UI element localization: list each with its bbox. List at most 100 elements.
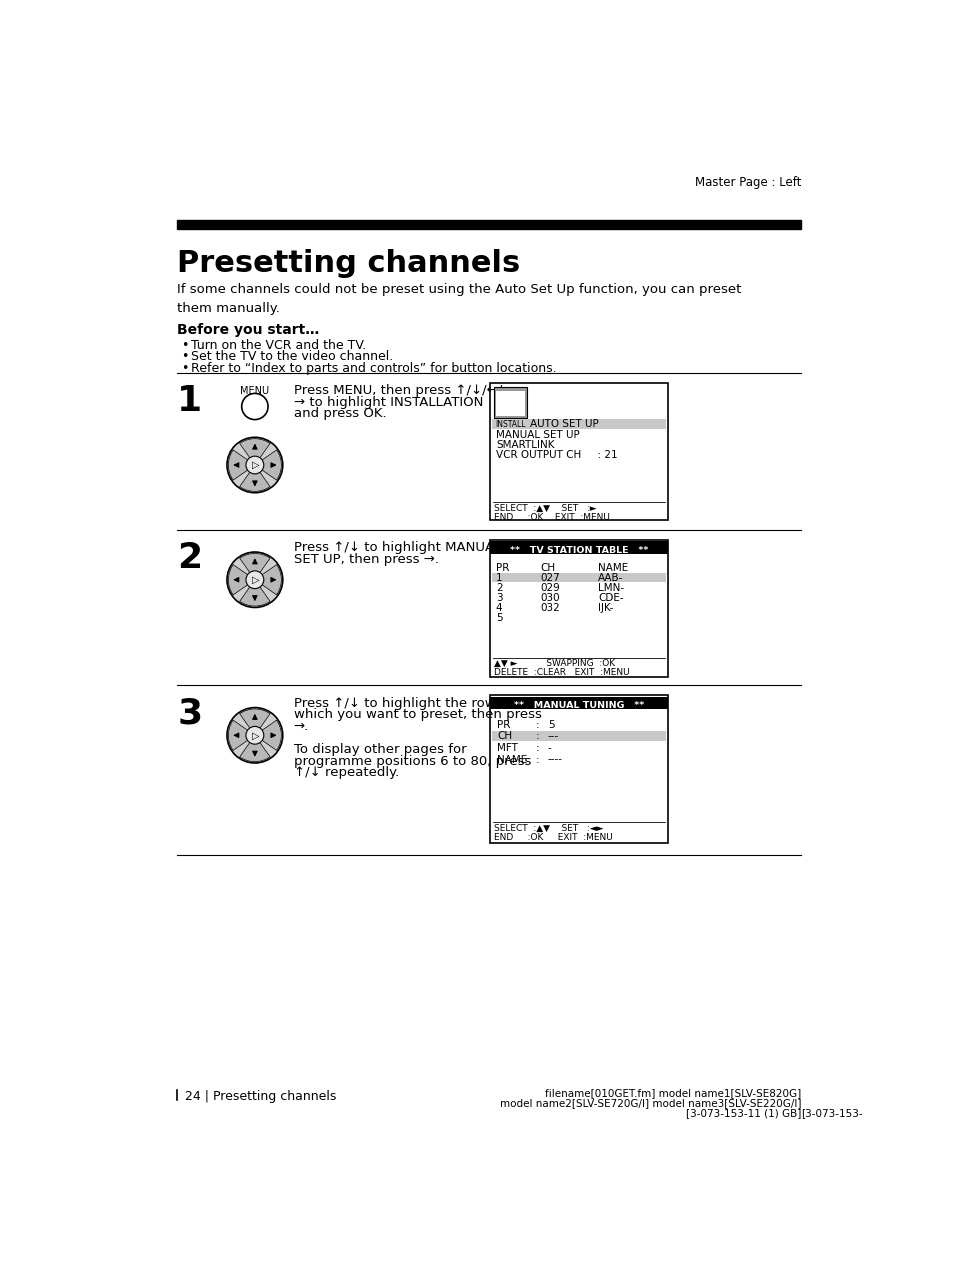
Wedge shape xyxy=(239,735,270,762)
Bar xyxy=(492,732,665,742)
Text: To display other pages for: To display other pages for xyxy=(294,743,466,756)
Circle shape xyxy=(241,394,268,419)
Text: SELECT  :▲▼    SET   :►: SELECT :▲▼ SET :► xyxy=(494,503,597,513)
Text: 3: 3 xyxy=(496,593,502,603)
Text: 24 | Presetting channels: 24 | Presetting channels xyxy=(185,1090,336,1104)
Wedge shape xyxy=(239,579,270,606)
Text: PR: PR xyxy=(497,720,510,730)
Text: SELECT  :▲▼    SET   :◄►: SELECT :▲▼ SET :◄► xyxy=(494,824,603,833)
Circle shape xyxy=(246,456,264,474)
Text: 030: 030 xyxy=(539,593,559,603)
Bar xyxy=(489,382,667,519)
Text: PR: PR xyxy=(496,563,509,573)
Text: model name2[SLV-SE720G/I] model name3[SLV-SE220G/I]: model name2[SLV-SE720G/I] model name3[SL… xyxy=(499,1099,801,1107)
Wedge shape xyxy=(228,450,254,480)
Text: Presetting channels: Presetting channels xyxy=(177,249,520,278)
Text: [3-073-153-11 (1) GB]: [3-073-153-11 (1) GB] xyxy=(685,1107,801,1118)
Text: [3-073-153-: [3-073-153- xyxy=(801,1107,862,1118)
Text: NAME: NAME xyxy=(598,563,628,573)
Text: CDE-: CDE- xyxy=(598,593,623,603)
Text: 5: 5 xyxy=(547,720,554,730)
Text: INSTALL: INSTALL xyxy=(495,419,525,428)
Wedge shape xyxy=(239,438,270,465)
Bar xyxy=(492,573,665,582)
Text: ↑/↓ repeatedly.: ↑/↓ repeatedly. xyxy=(294,766,398,779)
Text: END     :OK    EXIT  :MENU: END :OK EXIT :MENU xyxy=(494,513,610,522)
Text: MFT: MFT xyxy=(497,743,517,753)
Text: 2: 2 xyxy=(496,583,502,593)
Wedge shape xyxy=(228,565,254,594)
Text: 3: 3 xyxy=(177,697,202,730)
Text: ▷: ▷ xyxy=(252,730,259,740)
Text: MANUAL SET UP: MANUAL SET UP xyxy=(496,429,579,439)
Text: If some channels could not be preset using the Auto Set Up function, you can pre: If some channels could not be preset usi… xyxy=(177,283,741,315)
Circle shape xyxy=(246,726,264,744)
Circle shape xyxy=(227,707,282,763)
Text: 1: 1 xyxy=(496,573,502,583)
Wedge shape xyxy=(239,554,270,579)
Circle shape xyxy=(227,552,282,607)
Text: **   MANUAL TUNING   **: ** MANUAL TUNING ** xyxy=(513,701,643,710)
Text: DELETE  :CLEAR   EXIT  :MENU: DELETE :CLEAR EXIT :MENU xyxy=(494,668,629,677)
Text: SET UP, then press →.: SET UP, then press →. xyxy=(294,552,438,566)
Bar xyxy=(489,697,667,709)
Text: programme positions 6 to 80, press: programme positions 6 to 80, press xyxy=(294,754,531,767)
Text: →.: →. xyxy=(294,720,309,733)
Text: ▷: ▷ xyxy=(252,460,259,470)
Text: 4: 4 xyxy=(496,603,502,613)
Text: 5: 5 xyxy=(496,613,502,622)
Text: 032: 032 xyxy=(539,603,559,613)
Text: ▷: ▷ xyxy=(252,575,259,584)
Text: LMN-: LMN- xyxy=(598,583,623,593)
Text: :: : xyxy=(536,720,539,730)
Text: CH: CH xyxy=(497,732,512,742)
Text: •: • xyxy=(181,339,189,352)
Text: 2: 2 xyxy=(177,541,202,575)
Text: Press MENU, then press ↑/↓/←/: Press MENU, then press ↑/↓/←/ xyxy=(294,384,501,398)
Text: which you want to preset, then press: which you want to preset, then press xyxy=(294,709,541,721)
Text: IJK-: IJK- xyxy=(598,603,613,613)
Bar xyxy=(494,387,526,418)
Text: :: : xyxy=(536,754,539,765)
Wedge shape xyxy=(254,720,281,751)
Text: Set the TV to the video channel.: Set the TV to the video channel. xyxy=(192,351,394,363)
Text: and press OK.: and press OK. xyxy=(294,408,386,420)
Bar xyxy=(489,540,667,677)
Text: •: • xyxy=(181,351,189,363)
Text: 1: 1 xyxy=(177,384,202,418)
Circle shape xyxy=(227,437,282,493)
Bar xyxy=(489,541,667,554)
Bar xyxy=(489,695,667,843)
Text: **   TV STATION TABLE   **: ** TV STATION TABLE ** xyxy=(509,546,647,555)
Wedge shape xyxy=(239,465,270,491)
Text: :: : xyxy=(536,743,539,753)
Text: ----: ---- xyxy=(547,754,562,765)
Text: AUTO SET UP: AUTO SET UP xyxy=(530,419,598,429)
Text: Press ↑/↓ to highlight MANUAL: Press ↑/↓ to highlight MANUAL xyxy=(294,541,500,554)
Text: -: - xyxy=(547,743,551,753)
Text: •: • xyxy=(181,362,189,375)
Text: NAME: NAME xyxy=(497,754,527,765)
Text: ---: --- xyxy=(547,732,558,742)
Text: Refer to “Index to parts and controls” for button locations.: Refer to “Index to parts and controls” f… xyxy=(192,362,557,375)
Wedge shape xyxy=(254,565,281,594)
Bar xyxy=(177,220,801,229)
Text: Before you start…: Before you start… xyxy=(177,324,319,338)
Text: AAB-: AAB- xyxy=(598,573,623,583)
Text: Master Page : Left: Master Page : Left xyxy=(694,175,801,188)
Text: 027: 027 xyxy=(539,573,559,583)
Text: END     :OK     EXIT  :MENU: END :OK EXIT :MENU xyxy=(494,833,613,842)
Text: → to highlight INSTALLATION: → to highlight INSTALLATION xyxy=(294,396,482,409)
Bar xyxy=(496,391,525,415)
Wedge shape xyxy=(239,709,270,735)
Text: MENU: MENU xyxy=(240,386,269,396)
Text: VCR OUTPUT CH     : 21: VCR OUTPUT CH : 21 xyxy=(496,450,617,460)
Wedge shape xyxy=(254,450,281,480)
Wedge shape xyxy=(228,720,254,751)
Text: 029: 029 xyxy=(539,583,559,593)
Bar xyxy=(492,419,665,429)
Text: :: : xyxy=(536,732,539,742)
Text: filename[010GET.fm] model name1[SLV-SE820G]: filename[010GET.fm] model name1[SLV-SE82… xyxy=(544,1088,801,1099)
Text: Turn on the VCR and the TV.: Turn on the VCR and the TV. xyxy=(192,339,366,352)
Circle shape xyxy=(246,572,264,588)
